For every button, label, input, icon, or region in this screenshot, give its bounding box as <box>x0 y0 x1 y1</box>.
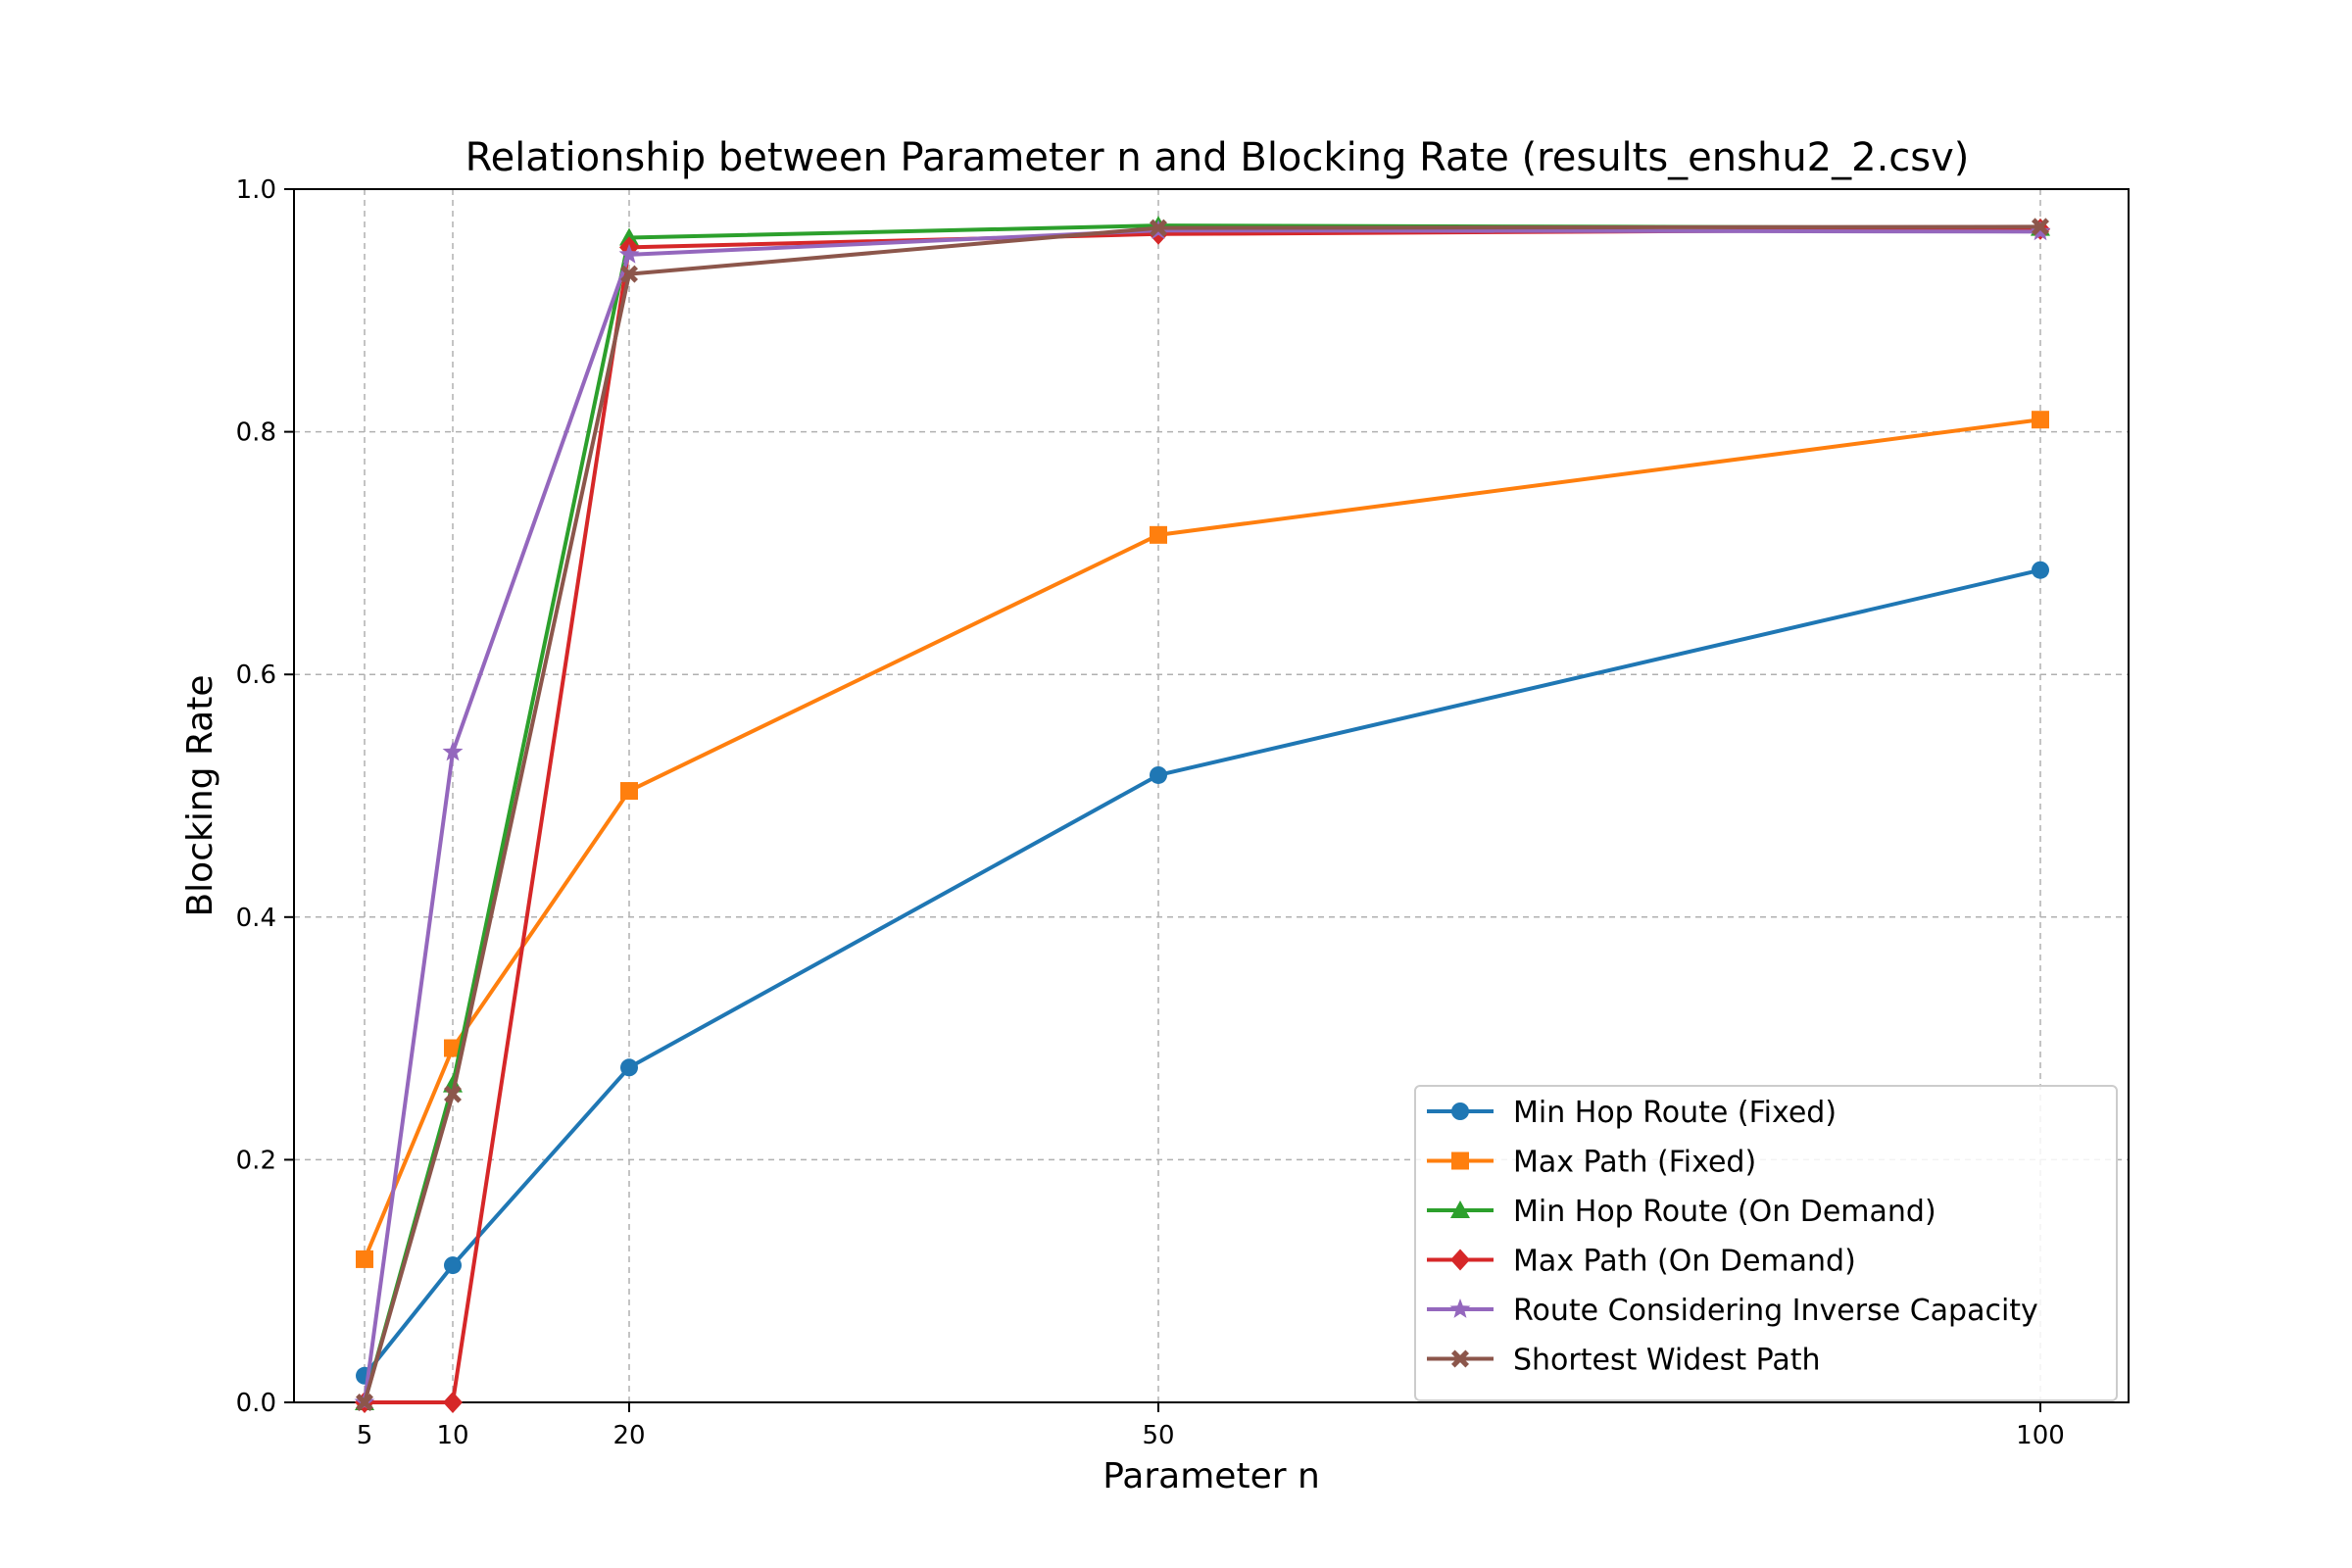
data-point <box>2032 411 2049 429</box>
legend-item: Shortest Widest Path <box>1427 1344 1821 1378</box>
y-tick-label: 0.4 <box>236 904 276 933</box>
legend-item: Min Hop Route (On Demand) <box>1427 1195 1936 1229</box>
legend-label: Shortest Widest Path <box>1513 1344 1821 1378</box>
series-6 <box>356 218 2049 1411</box>
data-point <box>444 1039 462 1057</box>
y-tick-label: 0.0 <box>236 1389 276 1418</box>
y-axis-title: Blocking Rate <box>180 674 220 916</box>
legend-item: Max Path (Fixed) <box>1427 1146 1756 1180</box>
data-point <box>356 1250 373 1268</box>
legend-item: Max Path (On Demand) <box>1427 1245 1856 1279</box>
data-point <box>2032 561 2049 579</box>
chart-title: Relationship between Parameter n and Blo… <box>466 135 1970 180</box>
x-tick-label: 5 <box>357 1421 373 1450</box>
data-point <box>1150 765 1167 784</box>
legend-label: Route Considering Inverse Capacity <box>1513 1294 2038 1328</box>
data-point <box>1150 525 1167 544</box>
legend-item: Min Hop Route (Fixed) <box>1427 1096 1837 1130</box>
x-tick-label: 100 <box>2016 1421 2065 1450</box>
legend-swatch-marker <box>1451 1152 1469 1170</box>
y-tick-label: 0.8 <box>236 418 276 448</box>
y-tick-label: 0.6 <box>236 661 276 690</box>
data-point <box>620 265 638 283</box>
legend: Min Hop Route (Fixed) Max Path (Fixed) Min… <box>1414 1085 2118 1401</box>
legend-swatch-marker <box>1451 1102 1469 1120</box>
data-point <box>444 1256 462 1275</box>
x-axis-title: Parameter n <box>1102 1456 1320 1496</box>
legend-swatch-marker <box>1450 1200 1470 1218</box>
data-point <box>620 782 638 801</box>
legend-swatch-marker <box>1449 1298 1471 1318</box>
x-tick-label: 20 <box>612 1421 645 1450</box>
series-2 <box>356 411 2049 1268</box>
y-tick-label: 1.0 <box>236 175 276 205</box>
series-layer <box>354 216 2051 1413</box>
data-point <box>620 1058 638 1077</box>
data-point <box>443 1392 463 1413</box>
axis-ticks: 5 10 20 50 100 0.0 0.2 0.4 0.6 0.8 1.0 <box>236 175 2065 1450</box>
legend-label: Max Path (On Demand) <box>1513 1245 1856 1279</box>
data-point <box>442 741 464 761</box>
legend-label: Min Hop Route (Fixed) <box>1513 1096 1837 1130</box>
legend-label: Min Hop Route (On Demand) <box>1513 1195 1936 1229</box>
legend-frame <box>1414 1085 2118 1401</box>
plot-area <box>293 188 2130 1403</box>
data-point <box>2032 218 2049 236</box>
data-point <box>2030 220 2051 241</box>
data-point <box>444 1085 462 1103</box>
legend-item: Route Considering Inverse Capacity <box>1427 1294 2038 1328</box>
legend-label: Max Path (Fixed) <box>1513 1146 1756 1180</box>
x-tick-label: 50 <box>1142 1421 1174 1450</box>
y-tick-label: 0.2 <box>236 1146 276 1175</box>
data-point <box>618 243 640 264</box>
data-point <box>1150 219 1167 237</box>
x-tick-label: 10 <box>436 1421 468 1450</box>
data-point <box>356 1394 373 1411</box>
legend-swatch-marker <box>1450 1249 1470 1271</box>
legend-swatch-marker <box>1451 1349 1469 1368</box>
